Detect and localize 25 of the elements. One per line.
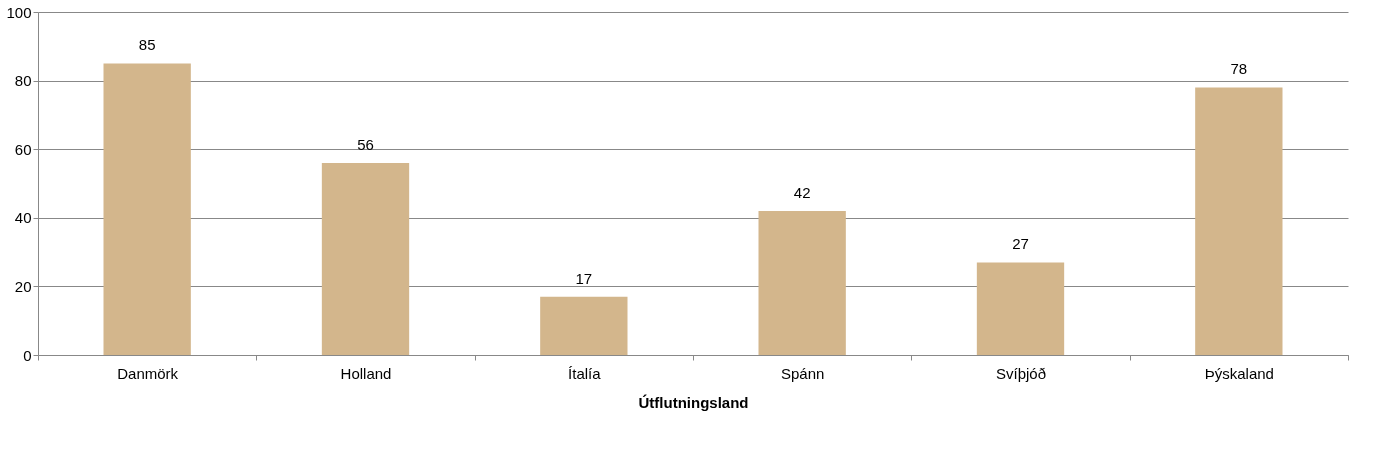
- x-tick-label: Holland: [340, 364, 392, 382]
- x-tick-label: Danmörk: [117, 364, 179, 382]
- data-label: 85: [138, 36, 156, 54]
- x-tick-label: Spánn: [780, 364, 825, 382]
- x-tick-label: Svíþjóð: [995, 364, 1047, 382]
- y-tick-label: 80: [14, 72, 32, 90]
- y-tick-label: 20: [14, 277, 32, 295]
- x-axis-title: Útflutningsland: [638, 393, 749, 411]
- y-tick-label: 0: [23, 346, 32, 364]
- data-label: 42: [793, 183, 811, 201]
- data-label: 17: [575, 269, 593, 287]
- bar: [321, 162, 410, 355]
- data-label: 27: [1012, 235, 1029, 253]
- data-label: 56: [357, 135, 374, 153]
- bar: [103, 63, 191, 355]
- y-tick-label: 100: [6, 3, 32, 21]
- bar: [540, 296, 628, 355]
- x-tick-label: Ítalía: [568, 364, 602, 382]
- x-tick-label: Þýskaland: [1204, 364, 1274, 382]
- bar: [976, 262, 1065, 355]
- y-tick-label: 60: [14, 140, 32, 158]
- bar: [758, 210, 846, 355]
- bar: [1195, 87, 1283, 355]
- data-label: 78: [1230, 60, 1248, 78]
- y-tick-label: 40: [14, 209, 32, 227]
